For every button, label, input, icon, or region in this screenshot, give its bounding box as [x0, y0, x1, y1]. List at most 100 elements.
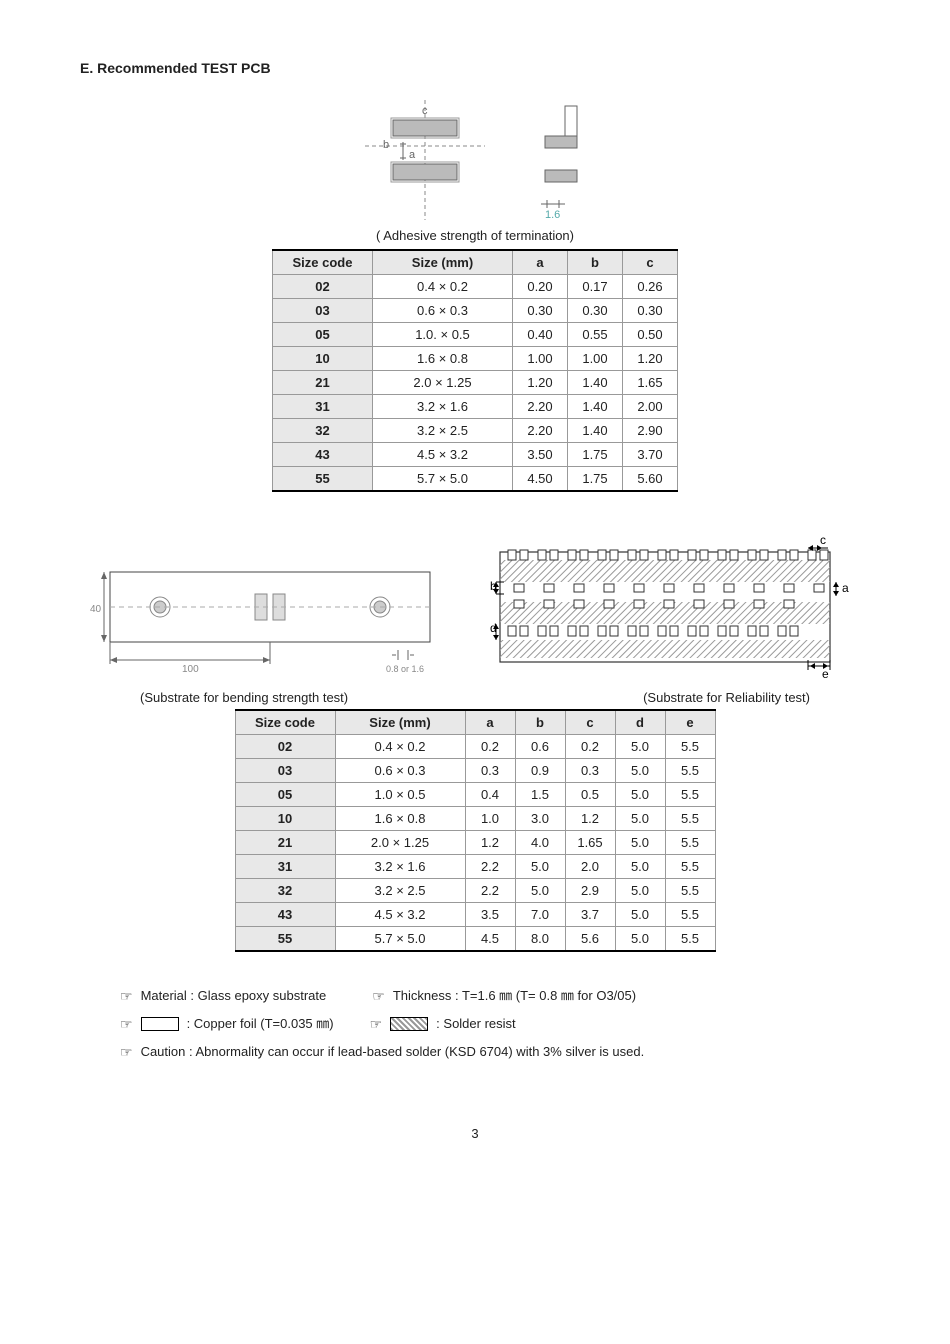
label-e2: e	[822, 667, 829, 681]
table2-cell: 5.0	[615, 783, 665, 807]
table1-cell: 4.50	[513, 467, 568, 492]
table2-cell: 5.5	[665, 927, 715, 952]
pointer-icon: ☞	[120, 982, 133, 1010]
table1-cell: 03	[273, 299, 373, 323]
table2-cell: 4.0	[515, 831, 565, 855]
diagram-pad-side: 1.6	[515, 100, 595, 220]
table2-cell: 1.65	[565, 831, 615, 855]
table2-cell: 0.2	[565, 735, 615, 759]
table2-header: b	[515, 710, 565, 735]
table2-cell: 5.0	[515, 879, 565, 903]
table1-cell: 1.75	[568, 443, 623, 467]
table1-cell: 10	[273, 347, 373, 371]
table2-cell: 0.9	[515, 759, 565, 783]
pointer-icon: ☞	[120, 1038, 133, 1066]
table2-cell: 2.9	[565, 879, 615, 903]
table1-cell: 0.50	[623, 323, 678, 347]
table2-cell: 0.6	[515, 735, 565, 759]
table1-cell: 1.20	[513, 371, 568, 395]
table2-caption-left: (Substrate for bending strength test)	[140, 690, 348, 705]
table2-cell: 03	[235, 759, 335, 783]
label-c2: c	[820, 533, 826, 547]
table2-header: c	[565, 710, 615, 735]
table2-cell: 1.6 × 0.8	[335, 807, 465, 831]
table2-cell: 5.7 × 5.0	[335, 927, 465, 952]
diagram-adhesive: c b a 1.6	[80, 100, 870, 220]
table2-cell: 1.2	[465, 831, 515, 855]
table2-cell: 5.0	[615, 807, 665, 831]
table1-cell: 1.40	[568, 371, 623, 395]
table2-cell: 2.2	[465, 879, 515, 903]
table2-cell: 5.0	[615, 903, 665, 927]
table2-cell: 05	[235, 783, 335, 807]
note-caution: Caution : Abnormality can occur if lead-…	[141, 1039, 645, 1065]
table1-cell: 1.75	[568, 467, 623, 492]
label-b: b	[383, 139, 389, 151]
table1-cell: 1.20	[623, 347, 678, 371]
table2-header: e	[665, 710, 715, 735]
table1-cell: 1.40	[568, 395, 623, 419]
table1-cell: 1.0. × 0.5	[373, 323, 513, 347]
table2-cell: 5.5	[665, 855, 715, 879]
table1-cell: 31	[273, 395, 373, 419]
table2-cell: 1.2	[565, 807, 615, 831]
label-100: 100	[182, 664, 199, 675]
table1-cell: 0.30	[568, 299, 623, 323]
table2-cell: 4.5 × 3.2	[335, 903, 465, 927]
table2-cell: 1.0 × 0.5	[335, 783, 465, 807]
table1-cell: 0.30	[623, 299, 678, 323]
table2-cell: 3.7	[565, 903, 615, 927]
table1-cell: 1.00	[513, 347, 568, 371]
table2-cell: 3.2 × 1.6	[335, 855, 465, 879]
table1-cell: 0.40	[513, 323, 568, 347]
table2-cell: 2.0 × 1.25	[335, 831, 465, 855]
pointer-icon: ☞	[372, 982, 385, 1010]
table1-header: Size (mm)	[373, 250, 513, 275]
table2-cell: 10	[235, 807, 335, 831]
table2-cell: 5.0	[615, 759, 665, 783]
table2-cell: 5.5	[665, 903, 715, 927]
table2-cell: 5.0	[615, 879, 665, 903]
table2-cell: 02	[235, 735, 335, 759]
label-a2: a	[842, 581, 849, 595]
table-reliability: Size codeSize (mm)abcde020.4 × 0.20.20.6…	[235, 709, 716, 952]
table1-cell: 3.50	[513, 443, 568, 467]
table1-cell: 1.00	[568, 347, 623, 371]
table1-cell: 5.60	[623, 467, 678, 492]
table1-header: Size code	[273, 250, 373, 275]
table1-cell: 21	[273, 371, 373, 395]
table2-cell: 0.4	[465, 783, 515, 807]
table2-cell: 21	[235, 831, 335, 855]
table2-cell: 5.6	[565, 927, 615, 952]
label-thick: 0.8 or 1.6	[386, 664, 424, 674]
table1-cell: 02	[273, 275, 373, 299]
table2-cell: 7.0	[515, 903, 565, 927]
table1-cell: 0.4 × 0.2	[373, 275, 513, 299]
table1-cell: 5.7 × 5.0	[373, 467, 513, 492]
table2-caption-right: (Substrate for Reliability test)	[643, 690, 810, 705]
table1-header: a	[513, 250, 568, 275]
table1-cell: 05	[273, 323, 373, 347]
table2-cell: 5.5	[665, 783, 715, 807]
table2-cell: 1.5	[515, 783, 565, 807]
table2-cell: 5.5	[665, 735, 715, 759]
table2-cell: 3.5	[465, 903, 515, 927]
table2-cell: 0.3	[465, 759, 515, 783]
table1-header: b	[568, 250, 623, 275]
table1-cell: 0.17	[568, 275, 623, 299]
label-a: a	[409, 149, 416, 161]
table2-cell: 5.0	[615, 927, 665, 952]
table1-cell: 43	[273, 443, 373, 467]
swatch-copper	[141, 1017, 179, 1031]
table1-cell: 32	[273, 419, 373, 443]
note-solder: : Solder resist	[436, 1011, 515, 1037]
pointer-icon: ☞	[120, 1010, 133, 1038]
table2-cell: 2.2	[465, 855, 515, 879]
table2-cell: 5.0	[515, 855, 565, 879]
table1-cell: 0.55	[568, 323, 623, 347]
label-16: 1.6	[545, 209, 560, 220]
table1-cell: 1.40	[568, 419, 623, 443]
table-adhesive: Size codeSize (mm)abc020.4 × 0.20.200.17…	[272, 249, 678, 492]
notes-block: ☞ Material : Glass epoxy substrate ☞ Thi…	[80, 982, 870, 1066]
table2-cell: 0.6 × 0.3	[335, 759, 465, 783]
